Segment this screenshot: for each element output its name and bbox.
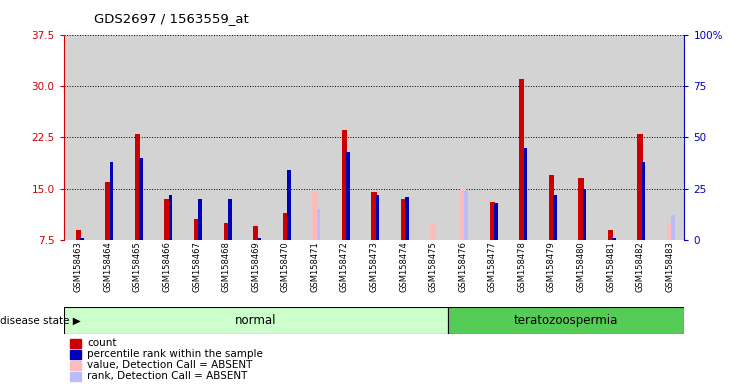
Bar: [494, 203, 497, 240]
Bar: [477, 35, 507, 240]
Bar: [654, 35, 684, 240]
Bar: [139, 158, 143, 240]
Bar: [448, 307, 684, 334]
Bar: [105, 182, 111, 240]
Bar: [241, 35, 271, 240]
Bar: [578, 179, 583, 240]
Bar: [80, 238, 84, 240]
Bar: [371, 192, 377, 240]
Bar: [465, 191, 468, 240]
Bar: [194, 220, 199, 240]
Text: GDS2697 / 1563559_at: GDS2697 / 1563559_at: [94, 12, 248, 25]
Bar: [554, 195, 557, 240]
Bar: [316, 209, 320, 240]
Bar: [613, 238, 616, 240]
Bar: [153, 35, 182, 240]
Bar: [405, 197, 409, 240]
Text: teratozoospermia: teratozoospermia: [514, 314, 619, 327]
Bar: [346, 152, 350, 240]
Bar: [490, 202, 495, 240]
Text: disease state ▶: disease state ▶: [0, 316, 81, 326]
Bar: [300, 35, 330, 240]
Bar: [169, 195, 172, 240]
Bar: [110, 162, 113, 240]
Bar: [401, 199, 406, 240]
Bar: [165, 199, 170, 240]
Bar: [182, 35, 212, 240]
Bar: [536, 35, 566, 240]
Bar: [123, 35, 153, 240]
Bar: [271, 35, 300, 240]
Bar: [549, 175, 554, 240]
Bar: [418, 35, 448, 240]
Bar: [642, 162, 646, 240]
Bar: [257, 238, 261, 240]
Bar: [595, 35, 625, 240]
Text: count: count: [88, 338, 117, 348]
Bar: [430, 223, 436, 240]
Bar: [224, 223, 229, 240]
Bar: [342, 131, 347, 240]
Bar: [519, 79, 524, 240]
Text: percentile rank within the sample: percentile rank within the sample: [88, 349, 263, 359]
Text: normal: normal: [235, 314, 277, 327]
Bar: [566, 35, 595, 240]
Bar: [228, 199, 231, 240]
Bar: [625, 35, 654, 240]
Bar: [253, 226, 258, 240]
Bar: [64, 307, 448, 334]
Bar: [283, 213, 288, 240]
Bar: [135, 134, 140, 240]
Bar: [507, 35, 536, 240]
Bar: [70, 372, 81, 381]
Bar: [448, 35, 477, 240]
Text: rank, Detection Call = ABSENT: rank, Detection Call = ABSENT: [88, 371, 248, 381]
Bar: [583, 189, 586, 240]
Bar: [212, 35, 241, 240]
Bar: [524, 147, 527, 240]
Bar: [330, 35, 359, 240]
Bar: [287, 170, 291, 240]
Bar: [375, 195, 379, 240]
Bar: [70, 339, 81, 348]
Bar: [359, 35, 389, 240]
Bar: [608, 230, 613, 240]
Bar: [76, 230, 81, 240]
Bar: [637, 134, 643, 240]
Bar: [312, 192, 318, 240]
Bar: [460, 189, 465, 240]
Bar: [70, 361, 81, 369]
Bar: [70, 349, 81, 359]
Bar: [389, 35, 418, 240]
Bar: [667, 223, 672, 240]
Bar: [672, 215, 675, 240]
Text: value, Detection Call = ABSENT: value, Detection Call = ABSENT: [88, 360, 253, 370]
Bar: [198, 199, 202, 240]
Bar: [64, 35, 94, 240]
Bar: [94, 35, 123, 240]
